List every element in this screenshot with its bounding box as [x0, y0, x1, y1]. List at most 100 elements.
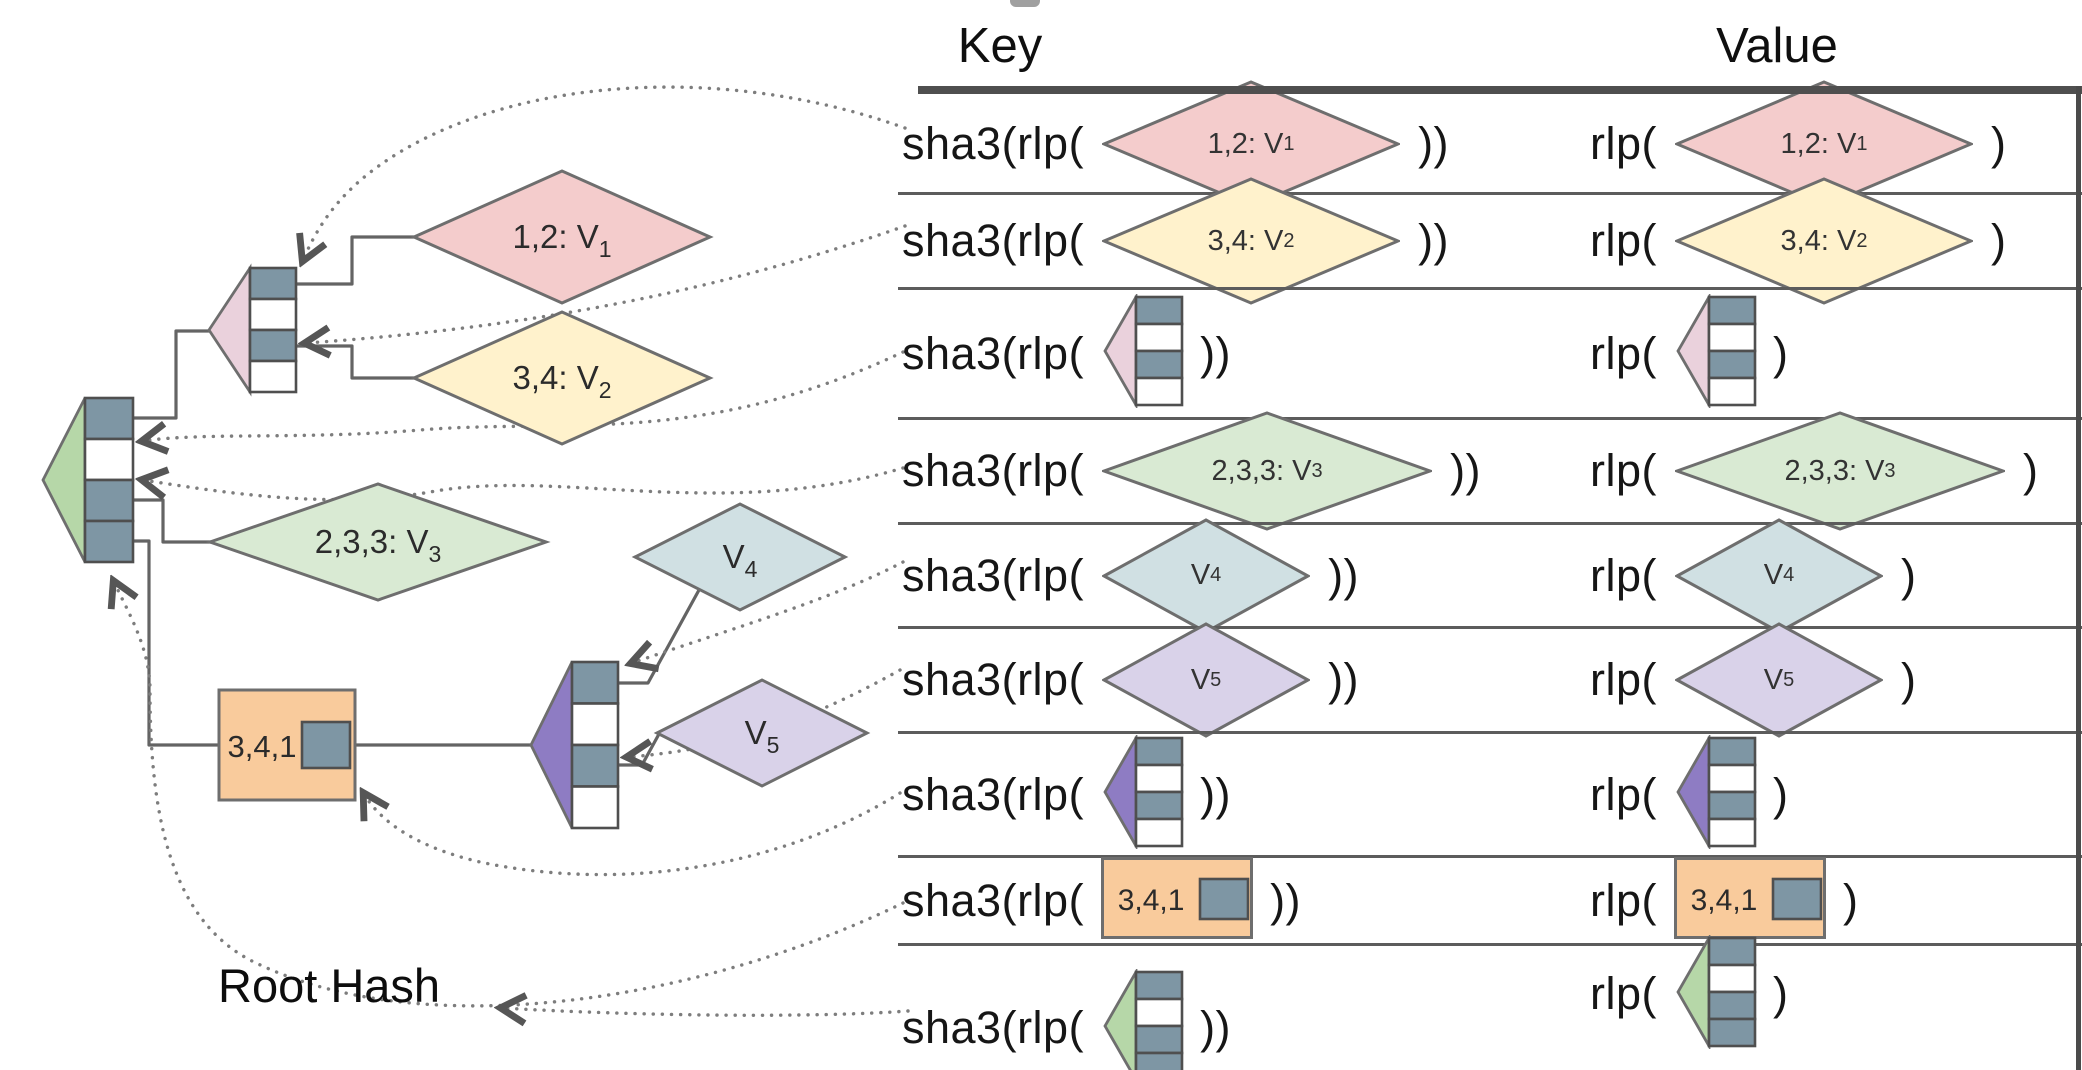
branch-node-purple [529, 660, 620, 830]
value-suffix: ) [1901, 549, 1917, 601]
branch-cell [83, 437, 135, 482]
value-suffix: ) [2023, 445, 2039, 496]
branch-cell [570, 785, 620, 830]
extension-node-3-4-1-icon: 3,4,1 [1100, 856, 1254, 945]
key-prefix: sha3(rlp( [902, 549, 1085, 601]
table-row: sha3(rlp( V 4)) rlp( V 4) [898, 517, 2082, 634]
leader-row2-to-pink-cell3 [306, 224, 907, 343]
key-column-header: Key [957, 19, 1043, 73]
leaf-v5-diamond [653, 678, 871, 788]
value-cell: rlp( 3,4,1) [1590, 856, 1859, 945]
value-column-header: Value [1716, 19, 1838, 73]
branch-cell [83, 478, 135, 523]
value-suffix: ) [1991, 118, 2007, 169]
branch-cell [83, 519, 135, 564]
table-row: sha3(rlp()) rlp() [898, 731, 2082, 855]
value-suffix: ) [1843, 874, 1859, 926]
key-suffix: )) [1418, 118, 1450, 169]
cropped-title-artifact [1010, 0, 1040, 7]
value-suffix: ) [1991, 215, 2007, 266]
key-prefix: sha3(rlp( [902, 327, 1085, 379]
extension-node-3-4-1-icon: 3,4,1 [1673, 856, 1827, 945]
value-cell: rlp( V 4) [1590, 517, 1917, 634]
edge-purple-to-leaf-v4 [618, 589, 701, 685]
edge-pink-to-leaf-v1 [296, 235, 414, 286]
value-prefix: rlp( [1590, 968, 1657, 1019]
leaf-v5-label: V5 [745, 714, 780, 758]
root-branch-node-icon [1671, 932, 1759, 1054]
leader-row1-to-pink-cell1 [303, 85, 907, 260]
leaf-1-2-v1-diamond [410, 169, 714, 305]
value-prefix: rlp( [1590, 874, 1657, 926]
key-suffix: )) [1200, 327, 1232, 379]
key-suffix: )) [1200, 768, 1232, 820]
table-row: sha3(rlp(2,3,3: V 3)) rlp( 2,3,3: V 3) [898, 411, 2082, 531]
key-suffix: )) [1418, 215, 1450, 266]
branch-node-purple-icon [1671, 732, 1759, 854]
key-cell: sha3(rlp(2,3,3: V 3)) [902, 411, 1482, 531]
table-right-border [2076, 86, 2081, 1070]
extension-node-3-4-1-label: 3,4,1 [1690, 883, 1758, 917]
key-prefix: sha3(rlp( [902, 215, 1085, 266]
key-cell: sha3(rlp(V 5)) [902, 622, 1359, 738]
branch-cell [83, 396, 135, 441]
key-prefix: sha3(rlp( [902, 1002, 1085, 1053]
leaf-3-4-v2-diamond [410, 310, 714, 446]
key-suffix: )) [1270, 874, 1302, 926]
extension-node-3-4-1: 3,4,1 [217, 688, 357, 802]
leader-row3-to-root-cell1 [143, 350, 905, 441]
table-row: sha3(rlp(V 5)) rlp(V 5) [898, 622, 2082, 738]
key-prefix: sha3(rlp( [902, 768, 1085, 820]
branch-node-purple-icon [1098, 732, 1186, 854]
root-branch-node-icon [1098, 966, 1186, 1070]
value-cell: rlp() [1590, 932, 1789, 1056]
table-row: sha3(rlp( 3,4: V 2)) rlp(3,4: V 2) [898, 177, 2082, 305]
leader-row5-to-purple-cell1 [632, 560, 905, 663]
value-prefix: rlp( [1590, 768, 1657, 820]
key-prefix: sha3(rlp( [902, 118, 1085, 169]
extension-node-pointer-cell [300, 720, 352, 770]
value-prefix: rlp( [1590, 445, 1657, 496]
header-underline [918, 86, 2082, 94]
table-row: sha3(rlp(3,4,1)) rlp(3,4,1) [898, 855, 2082, 943]
leaf-3-4-v2-label: 3,4: V2 [512, 359, 611, 403]
edge-root-to-extension [133, 539, 219, 747]
branch-node-pink-icon [1671, 291, 1759, 413]
key-cell: sha3(rlp( V 4)) [902, 517, 1360, 634]
branch-cell [570, 702, 620, 747]
extension-node-3-4-1-label: 3,4,1 [1117, 883, 1185, 917]
value-suffix: ) [1773, 327, 1789, 379]
value-cell: rlp(V 5) [1590, 622, 1917, 738]
value-cell: rlp(3,4: V 2) [1590, 177, 2007, 305]
branch-node-pink [207, 263, 298, 397]
value-prefix: rlp( [1590, 549, 1657, 601]
table-row: sha3(rlp( 1,2: V 1)) rlp( 1,2: V 1) [898, 80, 2082, 208]
key-suffix: )) [1328, 549, 1360, 601]
branch-node-pink-icon [1098, 291, 1186, 413]
leaf-2-3-3-v3-diamond [205, 482, 551, 602]
value-suffix: ) [1901, 654, 1917, 705]
value-prefix: rlp( [1590, 118, 1657, 169]
key-suffix: )) [1450, 445, 1482, 496]
root-branch-node [41, 396, 135, 564]
value-cell: rlp() [1590, 290, 1789, 417]
edge-root-to-pink-node [133, 329, 209, 420]
value-cell: rlp( 1,2: V 1) [1590, 80, 2007, 208]
key-cell: sha3(rlp()) [902, 732, 1232, 855]
leaf-1-2-v1-label: 1,2: V1 [512, 218, 611, 262]
value-cell: rlp() [1590, 732, 1789, 855]
key-cell: sha3(rlp( 1,2: V 1)) [902, 80, 1450, 208]
branch-cell [248, 297, 298, 332]
